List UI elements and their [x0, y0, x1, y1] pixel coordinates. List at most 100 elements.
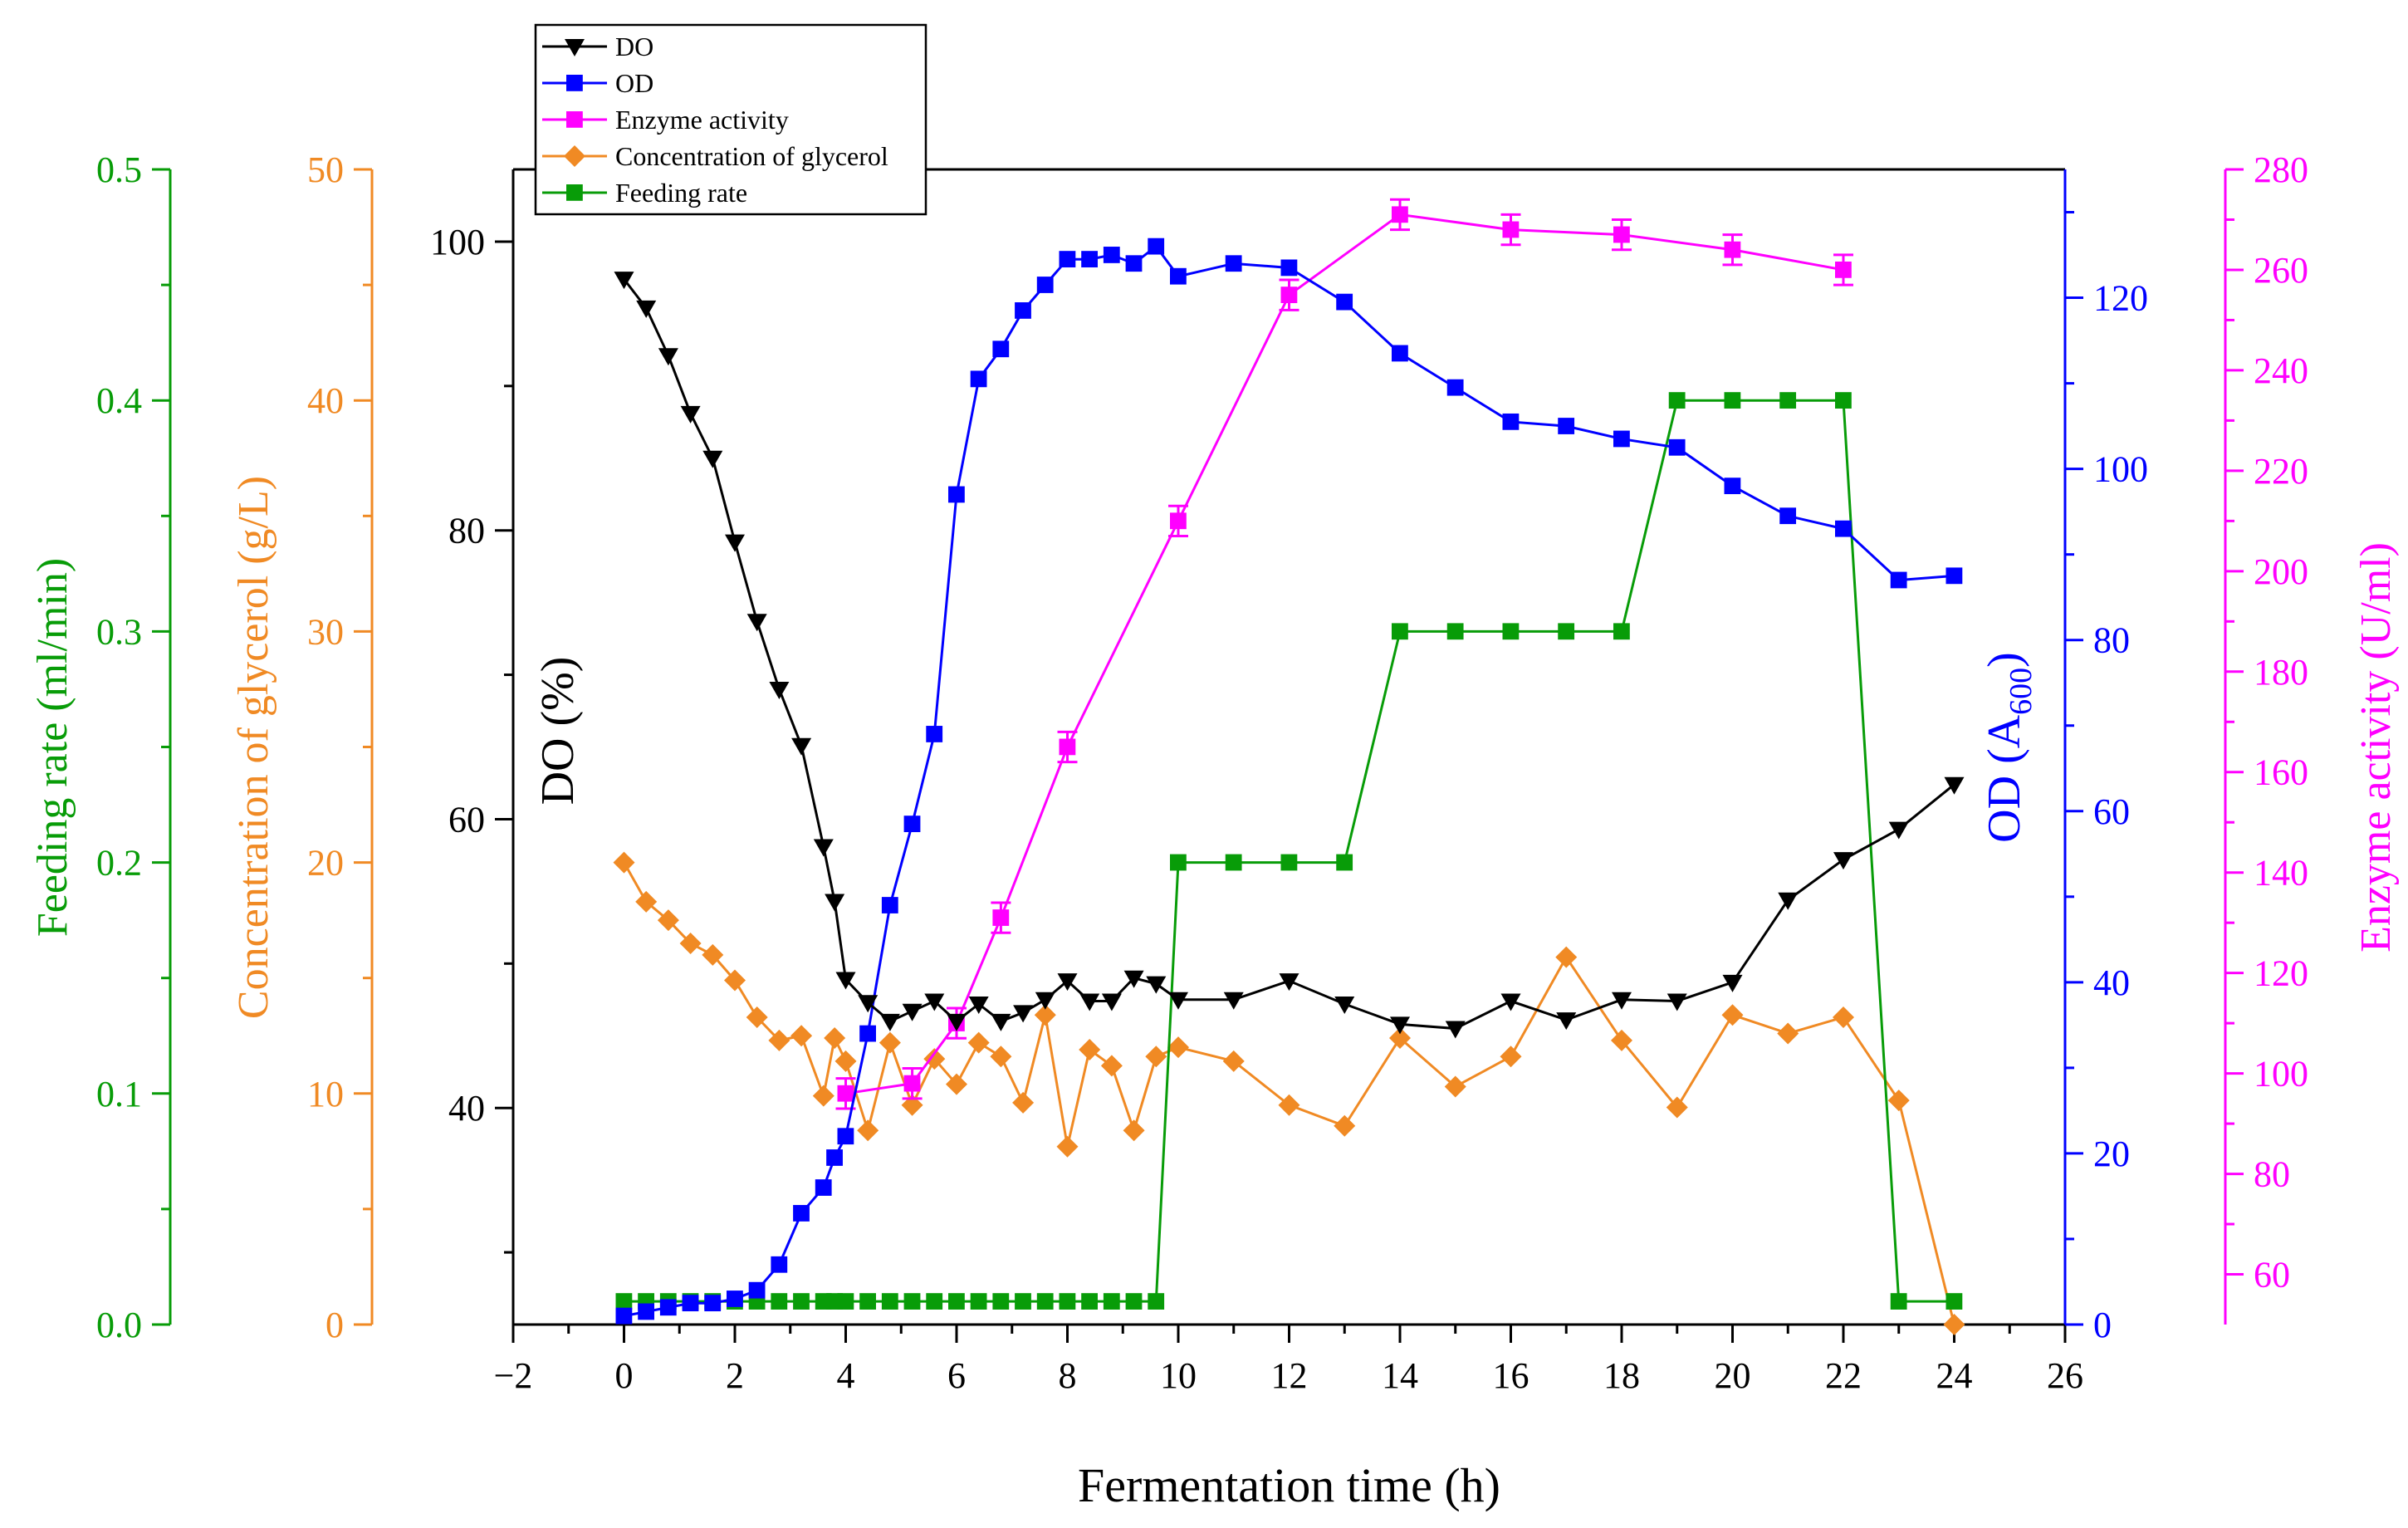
x-tick-label: 18 [1603, 1355, 1640, 1396]
do-point [1035, 992, 1055, 1010]
od-point [1280, 259, 1298, 277]
od-point [881, 897, 898, 913]
glycerol-tick-label: 10 [307, 1074, 344, 1114]
x-tick-label: 8 [1059, 1355, 1077, 1396]
enzyme-activity-point [1502, 221, 1520, 238]
series-group [613, 198, 1965, 1335]
axes-group: −2 0 2 4 6 8 10 12 14 16 18 20 22 24 26406080100010203… [96, 149, 2308, 1396]
enzyme-tick-label: 240 [2254, 350, 2308, 391]
concentration-of-glycerol-point [812, 1085, 834, 1107]
od-point [659, 1299, 677, 1316]
od-point [1613, 430, 1630, 448]
od-point [970, 370, 987, 388]
do-point [947, 1013, 967, 1031]
enzyme-tick-label: 280 [2254, 149, 2308, 190]
concentration-of-glycerol-point [768, 1029, 790, 1051]
od-tick-label: 20 [2093, 1134, 2130, 1174]
feeding-rate-point [1890, 1293, 1907, 1310]
do-point [902, 1003, 923, 1021]
do-tick-label: 80 [448, 511, 485, 551]
x-tick-label: 10 [1160, 1355, 1197, 1396]
feeding-rate-point [926, 1293, 943, 1310]
do-point [1057, 973, 1078, 992]
feeding-rate-point [615, 1293, 633, 1310]
legend-swatch-marker [566, 111, 583, 128]
od-axis-title-main: OD (A [1979, 714, 2030, 843]
enzyme-activity-point [1280, 286, 1298, 303]
concentration-of-glycerol-point [1056, 1135, 1079, 1158]
od-point [1945, 567, 1963, 585]
x-tick-label: 6 [947, 1355, 966, 1396]
legend-entry-feeding-rate: Feeding rate [542, 178, 747, 208]
feeding-tick-label: 0.0 [96, 1305, 142, 1345]
do-point [1888, 821, 1909, 840]
legend-swatch-marker [566, 75, 583, 91]
enzyme-tick-label: 160 [2254, 752, 2308, 793]
feeding-rate-point [859, 1293, 876, 1310]
feeding-rate-point [793, 1293, 810, 1310]
concentration-of-glycerol-point [657, 909, 679, 932]
glycerol-tick-label: 0 [325, 1305, 344, 1345]
feeding-rate-point [948, 1293, 965, 1310]
concentration-of-glycerol-point [1012, 1091, 1035, 1114]
concentration-of-glycerol-point [1100, 1055, 1123, 1077]
od-point [1668, 438, 1686, 456]
feeding-rate-point [1081, 1293, 1098, 1310]
feeding-rate-point [1170, 854, 1187, 871]
od-point [1392, 345, 1408, 362]
feeding-rate-point [881, 1293, 898, 1310]
x-tick-label: −2 [494, 1355, 533, 1396]
legend-label: OD [615, 68, 653, 98]
od-point [1015, 302, 1031, 319]
legend-label: Feeding rate [615, 178, 747, 208]
x-tick-label: 14 [1382, 1355, 1418, 1396]
do-point [636, 300, 657, 318]
feeding-rate-point [1336, 854, 1353, 871]
enzyme-tick-label: 180 [2254, 652, 2308, 693]
od-point [1724, 478, 1741, 495]
feeding-rate-point [1945, 1293, 1963, 1310]
enzyme-activity-point [1170, 512, 1187, 530]
do-point [1168, 992, 1188, 1010]
do-point [725, 534, 745, 552]
concentration-of-glycerol-point [946, 1073, 967, 1095]
glycerol-tick-label: 40 [307, 380, 344, 421]
od-point [1148, 238, 1165, 255]
concentration-of-glycerol-point [834, 1050, 857, 1072]
glycerol-axis-title: Concentration of glycerol (g/L) [230, 476, 277, 1019]
od-point [704, 1295, 722, 1312]
concentration-of-glycerol-point [1887, 1090, 1910, 1112]
axis-labels-group: Fermentation time (h) Feeding rate (ml/m… [29, 476, 2400, 1512]
od-point [1036, 277, 1054, 293]
od-point [615, 1307, 633, 1325]
od-point [1835, 520, 1852, 537]
od-point [815, 1179, 832, 1196]
do-point [813, 839, 834, 857]
concentration-of-glycerol-point [1167, 1036, 1189, 1059]
concentration-of-glycerol-point [1943, 1314, 1965, 1335]
enzyme-axis-title: Enzyme activity (U/ml) [2352, 542, 2400, 953]
enzyme-activity-point [1613, 226, 1630, 243]
enzyme-activity-point [1392, 206, 1408, 223]
enzyme-tick-label: 220 [2254, 451, 2308, 492]
feeding-rate-point [1103, 1293, 1120, 1310]
do-axis-title: DO (%) [532, 657, 584, 806]
od-point [682, 1295, 699, 1312]
feeding-tick-label: 0.2 [96, 843, 142, 884]
x-tick-label: 16 [1493, 1355, 1529, 1396]
do-point [879, 1013, 900, 1031]
legend-entry-enzyme-activity: Enzyme activity [542, 105, 789, 135]
do-point [825, 894, 845, 912]
concentration-of-glycerol-point [1145, 1046, 1167, 1068]
od-axis-title-end: ) [1979, 652, 2030, 668]
od-tick-label: 60 [2093, 791, 2130, 832]
legend-label: DO [615, 32, 653, 61]
feeding-axis-title: Feeding rate (ml/min) [29, 558, 76, 937]
feeding-rate-point [1558, 623, 1575, 640]
od-point [859, 1025, 876, 1042]
od-point [837, 1128, 854, 1145]
od-point [748, 1281, 766, 1299]
concentration-of-glycerol-point [879, 1031, 901, 1054]
od-tick-label: 80 [2093, 620, 2130, 661]
enzyme-activity-point [837, 1085, 854, 1102]
